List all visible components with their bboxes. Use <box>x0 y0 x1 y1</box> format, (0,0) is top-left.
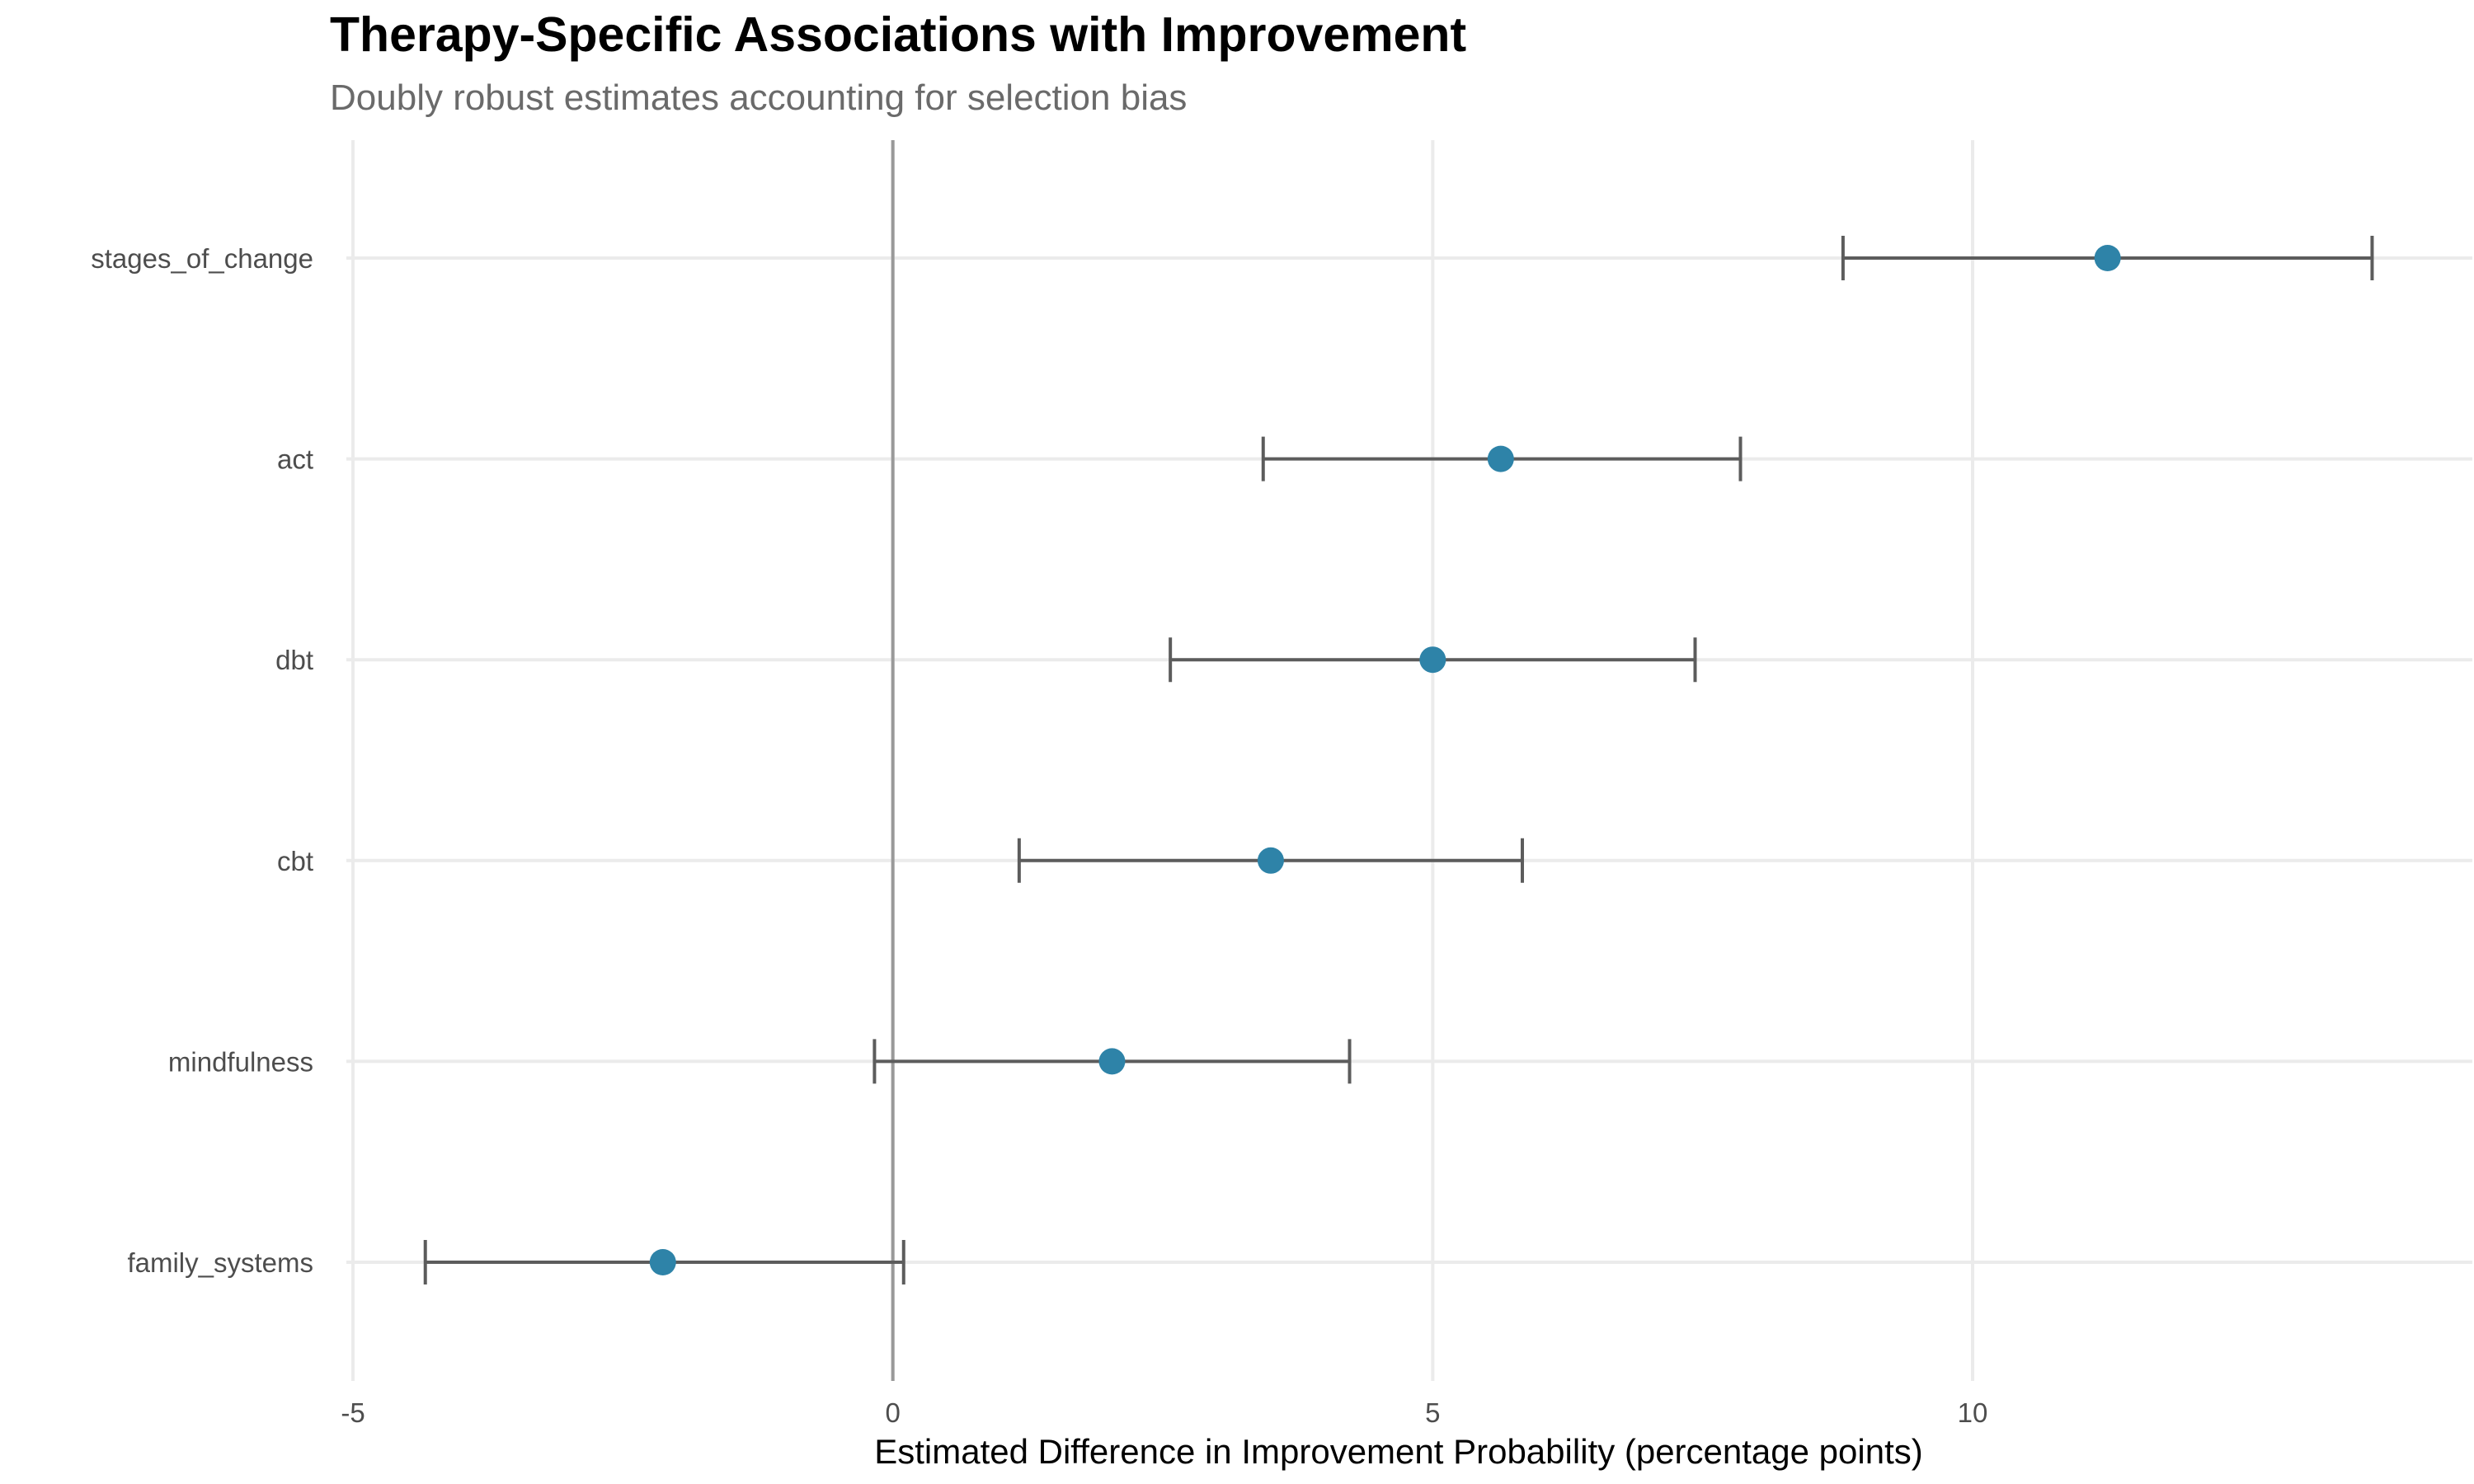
estimate-point <box>649 1249 676 1275</box>
y-tick-label: family_systems <box>127 1247 313 1278</box>
estimate-points <box>649 245 2121 1275</box>
error-bars <box>423 236 2374 1284</box>
y-tick-label: mindfulness <box>168 1046 313 1077</box>
estimate-point <box>1257 847 1284 874</box>
grid-lines <box>346 140 2472 1381</box>
chart-title: Therapy-Specific Associations with Impro… <box>330 7 1466 62</box>
y-tick-label: act <box>277 444 313 475</box>
estimate-point <box>1419 646 1446 674</box>
y-tick-label: stages_of_change <box>91 243 313 274</box>
y-tick-label: cbt <box>277 846 313 876</box>
x-tick-label: 10 <box>1958 1397 1988 1428</box>
x-tick-label: -5 <box>341 1397 365 1428</box>
estimate-point <box>2094 245 2121 271</box>
estimate-point <box>1487 445 1514 472</box>
x-tick-label: 5 <box>1425 1397 1440 1428</box>
x-tick-label: 0 <box>885 1397 900 1428</box>
estimate-point <box>1098 1048 1126 1075</box>
x-axis-title: Estimated Difference in Improvement Prob… <box>874 1432 1923 1471</box>
x-axis-tick-labels: -5 0 5 10 <box>341 1397 1987 1428</box>
y-tick-label: dbt <box>275 645 313 675</box>
chart-subtitle: Doubly robust estimates accounting for s… <box>330 77 1187 118</box>
